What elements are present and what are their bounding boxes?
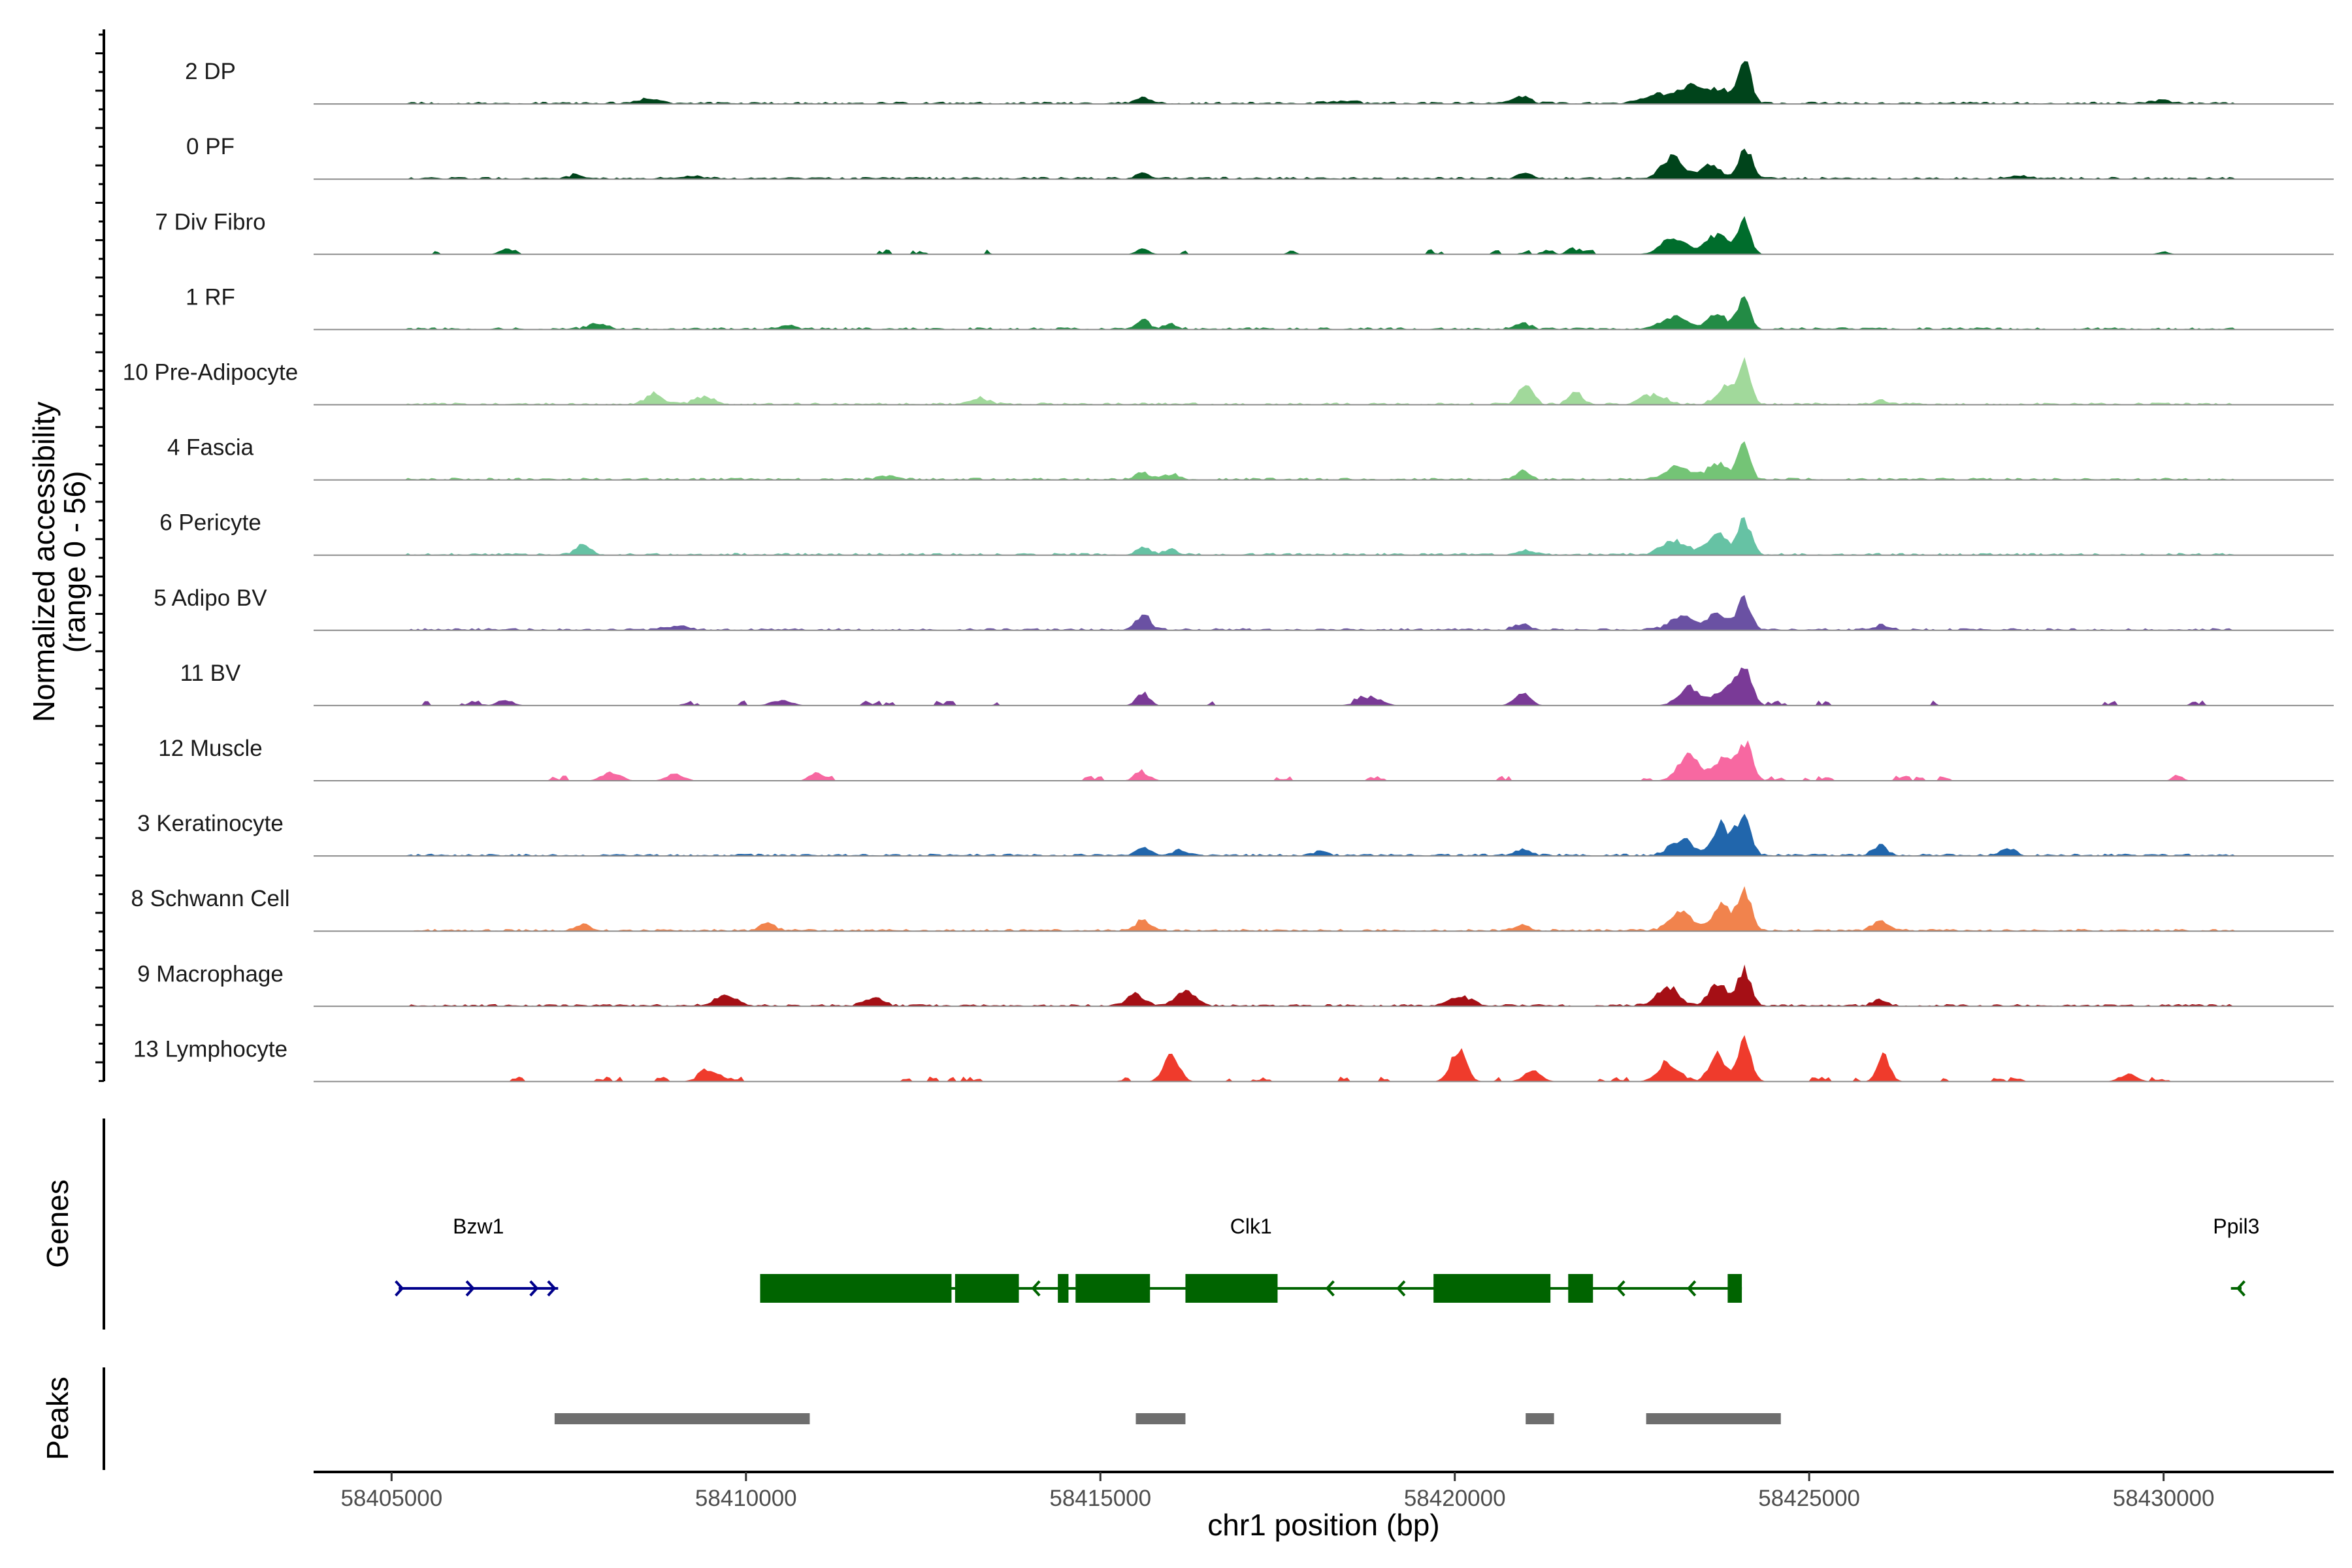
strand-arrow-Clk1-4: [1687, 1280, 1697, 1297]
peak-region-1: [1135, 1413, 1186, 1424]
track-label-1: 0 PF: [186, 134, 235, 159]
x-tick-label-5: 58430000: [2113, 1486, 2215, 1511]
strand-arrow-Bzw1-3: [547, 1280, 557, 1297]
gene-exon-Clk1-2: [1058, 1274, 1069, 1303]
peaks-track-title: Peaks: [41, 1377, 74, 1460]
track-label-6: 6 Pericyte: [159, 510, 261, 536]
x-tick-label-0: 58405000: [340, 1486, 442, 1511]
track-label-3: 1 RF: [186, 284, 235, 310]
x-axis-ticks: 58405000 58410000 58415000 58420000 58425000…: [340, 1472, 2214, 1511]
strand-arrow-Clk1-2: [1396, 1280, 1406, 1297]
peak-region-2: [1526, 1413, 1554, 1424]
track-label-0: 2 DP: [185, 59, 236, 84]
x-tick-label-3: 58420000: [1404, 1486, 1506, 1511]
strand-arrow-Clk1-3: [1616, 1280, 1625, 1297]
strand-arrow-Ppil3-0: [2236, 1280, 2246, 1297]
track-label-12: 9 Macrophage: [137, 961, 284, 987]
gene-label-Ppil3: Ppil3: [2213, 1215, 2259, 1238]
track-label-11: 8 Schwann Cell: [131, 886, 289, 911]
gene-exon-Clk1-0: [760, 1274, 952, 1303]
gene-label-Bzw1: Bzw1: [453, 1215, 504, 1238]
gene-exon-Clk1-7: [1727, 1274, 1742, 1303]
track-label-10: 3 Keratinocyte: [137, 811, 284, 836]
gene-label-Clk1: Clk1: [1230, 1215, 1272, 1238]
track-label-7: 5 Adipo BV: [154, 585, 267, 611]
genes-track: Bzw1 Clk1 Ppil3: [395, 1215, 2259, 1303]
coverage-y-axis-ticks: [95, 33, 104, 1083]
track-label-2: 7 Div Fibro: [155, 209, 265, 235]
track-label-5: 4 Fascia: [167, 435, 254, 461]
x-tick-label-2: 58415000: [1049, 1486, 1151, 1511]
strand-arrow-Bzw1-0: [395, 1280, 404, 1297]
coverage-y-axis-title: Normalized accessibility: [27, 402, 61, 723]
coverage-tracks: 2 DP 0 PF 7 Div Fibro 1 RF 10 Pre-Adipocyte 4…: [123, 59, 2334, 1083]
strand-arrow-Bzw1-2: [529, 1280, 539, 1297]
gene-exon-Clk1-3: [1075, 1274, 1151, 1303]
strand-arrow-Bzw1-1: [465, 1280, 475, 1297]
gene-exon-Clk1-5: [1433, 1274, 1551, 1303]
x-tick-label-4: 58425000: [1758, 1486, 1860, 1511]
coverage-area-2: [314, 216, 2334, 255]
track-label-13: 13 Lymphocyte: [133, 1036, 287, 1062]
track-label-8: 11 BV: [180, 661, 241, 686]
track-label-4: 10 Pre-Adipocyte: [123, 360, 298, 385]
gene-exon-Clk1-1: [955, 1274, 1019, 1303]
peaks-track: [554, 1413, 1781, 1424]
gene-exon-Clk1-4: [1185, 1274, 1278, 1303]
peak-region-0: [554, 1413, 810, 1424]
strand-arrow-Clk1-0: [1031, 1280, 1041, 1297]
coverage-y-axis-range-label: (range 0 - 56): [57, 471, 91, 653]
peak-region-3: [1646, 1413, 1781, 1424]
x-axis-title: chr1 position (bp): [1207, 1508, 1439, 1542]
genes-track-title: Genes: [41, 1179, 74, 1268]
gene-exon-Clk1-6: [1568, 1274, 1593, 1303]
x-tick-label-1: 58410000: [695, 1486, 797, 1511]
strand-arrow-Clk1-1: [1325, 1280, 1335, 1297]
coverage-area-13: [314, 1035, 2334, 1082]
track-label-9: 12 Muscle: [158, 736, 263, 761]
